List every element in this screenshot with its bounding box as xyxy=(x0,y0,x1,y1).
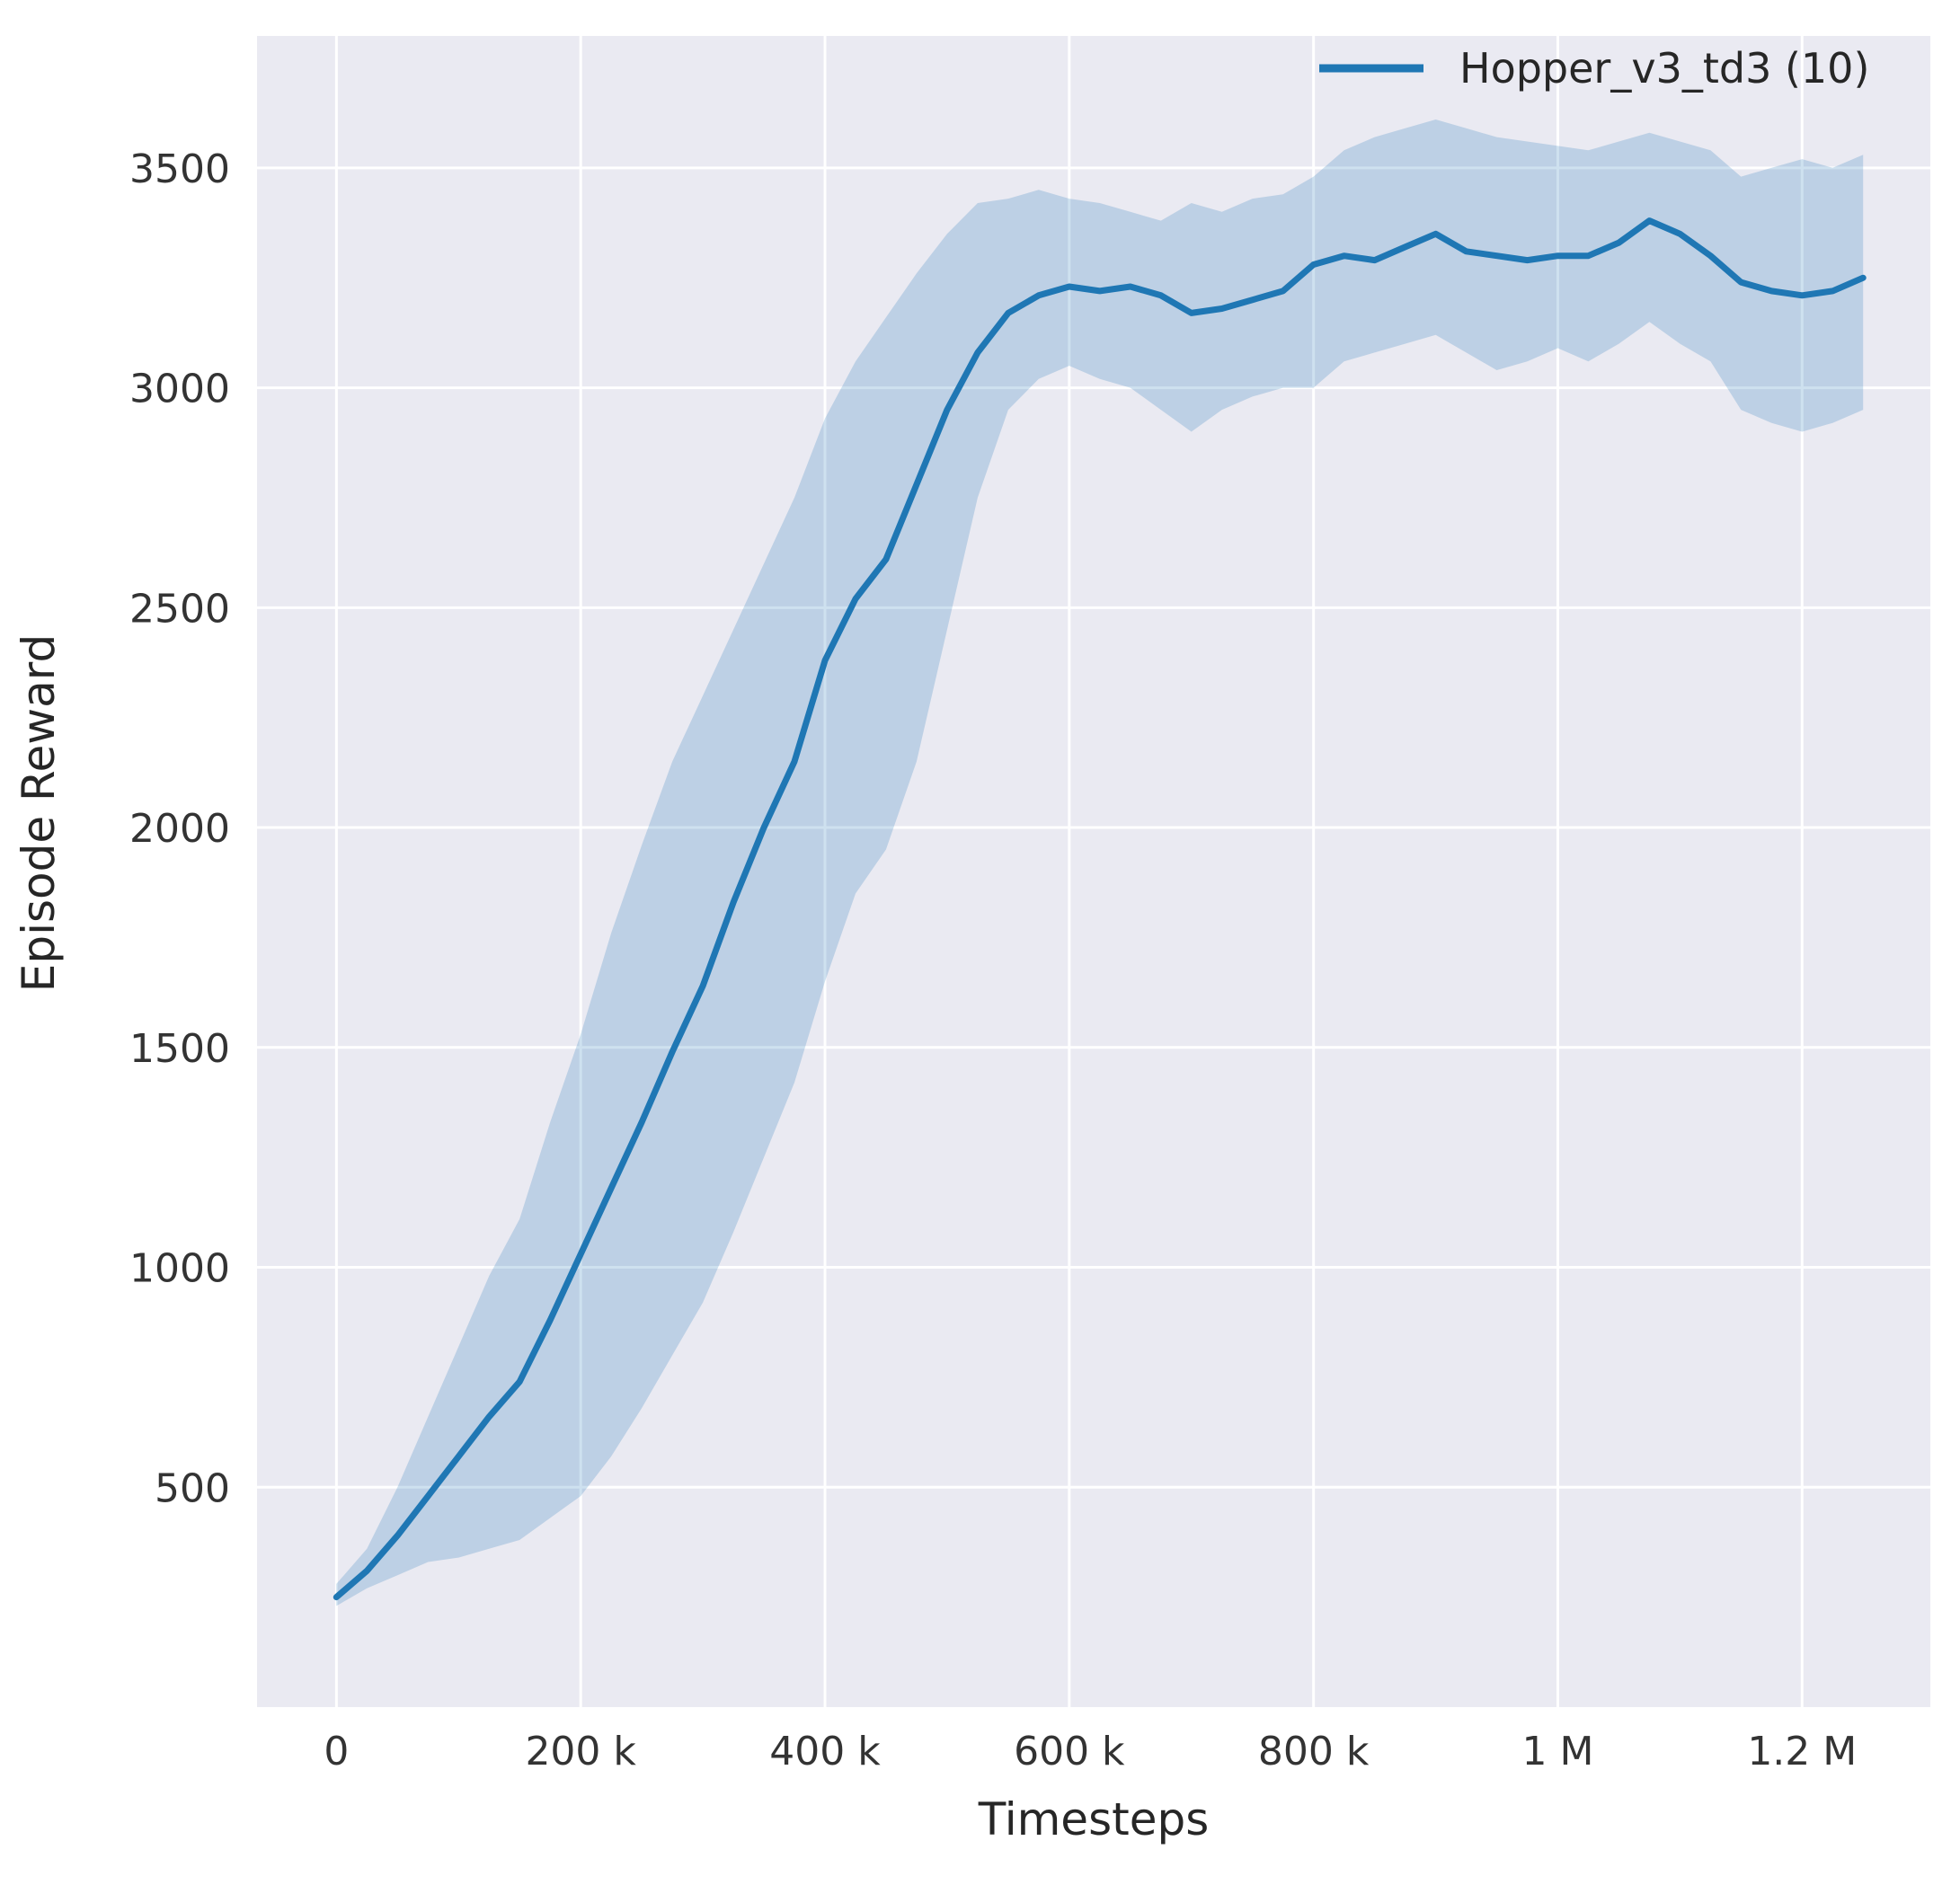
y-tick-label: 1500 xyxy=(129,1026,230,1072)
y-axis-label: Episode Reward xyxy=(13,634,65,992)
x-tick-label: 200 k xyxy=(525,1729,636,1774)
x-tick-label: 800 k xyxy=(1258,1729,1370,1774)
x-tick-label: 0 xyxy=(324,1729,349,1774)
y-tick-label: 500 xyxy=(155,1465,230,1511)
x-tick-label: 600 k xyxy=(1014,1729,1125,1774)
plot-area-background xyxy=(257,36,1930,1707)
plot-area: 0 200 k 400 k 600 k 800 k 1 M 1.2 M 500 1000 1500… xyxy=(129,36,1930,1774)
x-tick-label: 1.2 M xyxy=(1747,1729,1857,1774)
x-tick-label: 1 M xyxy=(1521,1729,1593,1774)
y-tick-label: 2500 xyxy=(129,586,230,632)
y-tick-label: 2000 xyxy=(129,806,230,852)
x-tick-label: 400 k xyxy=(769,1729,881,1774)
x-axis-label: Timesteps xyxy=(978,1793,1210,1845)
legend-label: Hopper_v3_td3 (10) xyxy=(1459,44,1869,93)
confidence-band xyxy=(336,119,1864,1606)
y-tick-label: 3500 xyxy=(129,146,230,192)
y-tick-label: 3000 xyxy=(129,367,230,412)
legend: Hopper_v3_td3 (10) xyxy=(1319,44,1869,93)
mean-line xyxy=(333,217,1867,1601)
y-tick-label: 1000 xyxy=(129,1246,230,1292)
